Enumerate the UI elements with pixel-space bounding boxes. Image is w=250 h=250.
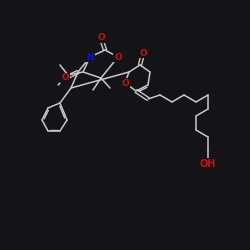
- Text: OH: OH: [200, 159, 216, 169]
- Text: O: O: [97, 34, 105, 42]
- Text: O: O: [139, 48, 147, 58]
- Text: O: O: [61, 74, 69, 82]
- Text: O: O: [121, 78, 129, 88]
- Text: O: O: [114, 52, 122, 62]
- Text: N: N: [86, 52, 94, 62]
